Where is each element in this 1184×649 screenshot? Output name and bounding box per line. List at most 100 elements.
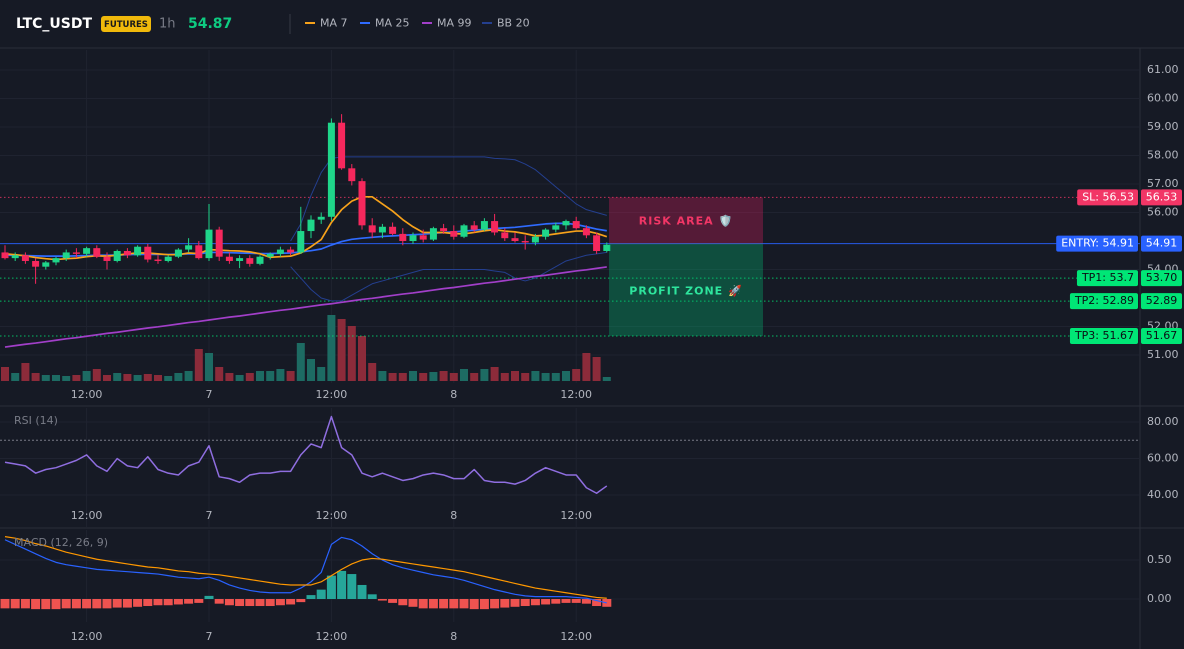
histogram-bar — [459, 599, 469, 609]
candle-body — [582, 228, 590, 236]
candle-body — [491, 221, 499, 233]
candle-body — [113, 250, 121, 261]
y-tick-label: 0.00 — [1147, 592, 1172, 605]
candle-body — [225, 256, 233, 261]
histogram-bar — [337, 570, 347, 599]
candle-body — [603, 244, 611, 251]
histogram-bar — [143, 599, 153, 607]
price-tag-box — [1141, 189, 1182, 206]
histogram-bar — [490, 599, 500, 609]
histogram-bar — [265, 599, 275, 607]
price-tag: 52.89 — [1146, 294, 1178, 307]
zone-label: PROFIT ZONE 🚀 — [629, 285, 742, 298]
volume-bar — [562, 371, 570, 381]
volume-bar — [133, 375, 142, 381]
histogram-bar — [10, 599, 20, 609]
x-tick-label: 8 — [450, 388, 457, 401]
histogram-bar — [194, 599, 204, 603]
histogram-bar — [500, 599, 510, 608]
volume-bar — [276, 369, 285, 381]
volume-bar — [103, 375, 111, 381]
candle-body — [32, 260, 40, 267]
histogram-bar — [173, 599, 183, 605]
x-tick-label: 12:00 — [560, 509, 592, 522]
volume-bar — [347, 326, 356, 381]
volume-bar — [490, 367, 499, 381]
candle-body — [154, 259, 162, 261]
candle-body — [164, 256, 172, 261]
x-tick-label: 12:00 — [560, 388, 592, 401]
volume-bar — [541, 373, 550, 381]
histogram-bar — [551, 599, 561, 604]
histogram-bar — [306, 595, 316, 599]
interval: 1h — [159, 17, 176, 32]
volume-bar — [31, 373, 40, 381]
market-badge — [101, 16, 151, 32]
y-tick-label: 61.00 — [1147, 63, 1179, 76]
candle-body — [205, 229, 213, 259]
candle-body — [256, 256, 264, 264]
histogram-bar — [571, 599, 581, 603]
candle-body — [450, 231, 458, 237]
price-tag-box — [1141, 327, 1182, 344]
candle-body — [134, 246, 142, 256]
volume-bar — [368, 363, 377, 381]
candle-body — [562, 221, 570, 226]
histogram-bar — [204, 595, 214, 599]
histogram-bar — [255, 599, 265, 607]
volume-bar — [470, 373, 479, 381]
volume-bar — [154, 375, 162, 381]
candle-body — [378, 226, 386, 233]
volume-bar — [174, 373, 183, 381]
candle-body — [480, 221, 488, 230]
candle-body — [246, 258, 254, 264]
histogram-bar — [418, 599, 428, 609]
histogram-bar — [71, 599, 81, 609]
price-tag-box — [1141, 293, 1182, 310]
volume-bar — [439, 371, 448, 381]
volume-bar — [592, 357, 601, 381]
histogram-bar — [316, 589, 326, 599]
y-tick-label: 60.00 — [1147, 91, 1179, 104]
volume-bar — [409, 371, 417, 381]
histogram-bar — [510, 599, 520, 607]
candle-body — [287, 249, 295, 253]
histogram-bar — [428, 599, 438, 609]
level-label-box — [1069, 327, 1138, 344]
legend-label: MA 25 — [375, 17, 410, 30]
volume-bar — [215, 367, 224, 381]
legend-label: BB 20 — [497, 17, 530, 30]
volume-bar — [92, 369, 101, 381]
candle-body — [501, 232, 509, 239]
histogram-bar — [41, 599, 51, 610]
volume-bar — [194, 349, 203, 381]
level-label: TP3: 51.67 — [1074, 329, 1134, 342]
candle-body — [348, 168, 356, 182]
candle-body — [429, 228, 437, 240]
histogram-bar — [388, 599, 398, 603]
rsi-line — [4, 415, 608, 494]
histogram-bar — [347, 574, 357, 599]
candle-body — [440, 228, 448, 232]
level-label: SL: 56.53 — [1082, 190, 1134, 203]
histogram-bar — [296, 599, 306, 603]
x-tick-label: 12:00 — [560, 630, 592, 643]
histogram-bar — [326, 575, 336, 599]
histogram-bar — [0, 599, 10, 609]
volume-bar — [500, 373, 509, 381]
volume-bar — [245, 373, 254, 381]
y-tick-label: 56.00 — [1147, 206, 1179, 219]
histogram-bar — [224, 599, 234, 606]
x-tick-label: 12:00 — [71, 388, 103, 401]
candle-body — [368, 225, 376, 233]
volume-bar — [460, 369, 468, 381]
price-tag: 54.91 — [1146, 237, 1178, 250]
volume-bar — [317, 367, 326, 381]
candle-body — [572, 221, 580, 229]
price-tag: 53.70 — [1146, 271, 1178, 284]
price-tag: 51.67 — [1146, 329, 1178, 342]
candle-body — [389, 226, 397, 234]
volume-bar — [225, 373, 234, 381]
